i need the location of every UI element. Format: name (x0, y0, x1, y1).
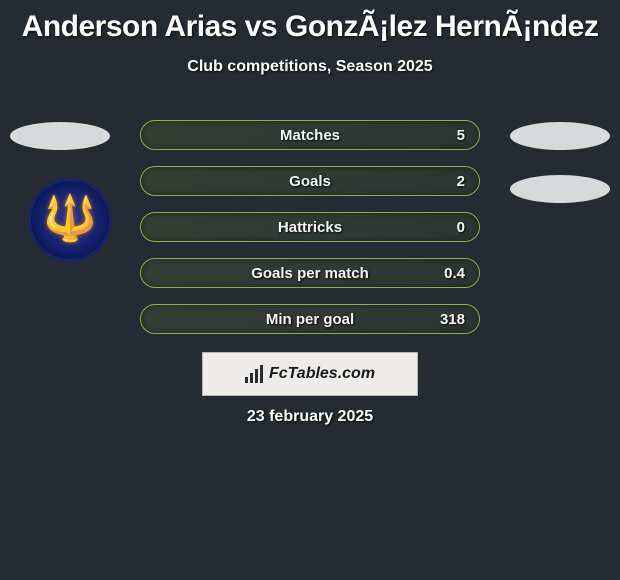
stat-row: Min per goal 318 (140, 304, 480, 334)
bar-chart-icon (245, 365, 263, 383)
stat-row: Goals per match 0.4 (140, 258, 480, 288)
stat-label: Hattricks (141, 213, 479, 241)
stat-label: Min per goal (141, 305, 479, 333)
brand-badge: FcTables.com (202, 352, 418, 396)
stat-label: Goals (141, 167, 479, 195)
stats-table: Matches 5 Goals 2 Hattricks 0 Goals per … (140, 120, 480, 350)
stat-label: Matches (141, 121, 479, 149)
placeholder-ellipse-left (10, 122, 110, 150)
stat-value: 0.4 (444, 259, 465, 287)
brand-text: FcTables.com (269, 365, 375, 383)
stat-value: 5 (457, 121, 465, 149)
trident-icon: 🔱 (43, 192, 98, 244)
stat-value: 0 (457, 213, 465, 241)
stat-row: Matches 5 (140, 120, 480, 150)
placeholder-ellipse-right-2 (510, 175, 610, 203)
placeholder-ellipse-right-1 (510, 122, 610, 150)
stat-label: Goals per match (141, 259, 479, 287)
stat-value: 318 (440, 305, 465, 333)
stat-row: Goals 2 (140, 166, 480, 196)
page-title: Anderson Arias vs GonzÃ¡lez HernÃ¡ndez (0, 0, 620, 44)
page-subtitle: Club competitions, Season 2025 (0, 58, 620, 76)
club-crest: 🔱 (28, 178, 112, 262)
stat-value: 2 (457, 167, 465, 195)
stat-row: Hattricks 0 (140, 212, 480, 242)
footer-date: 23 february 2025 (0, 408, 620, 426)
